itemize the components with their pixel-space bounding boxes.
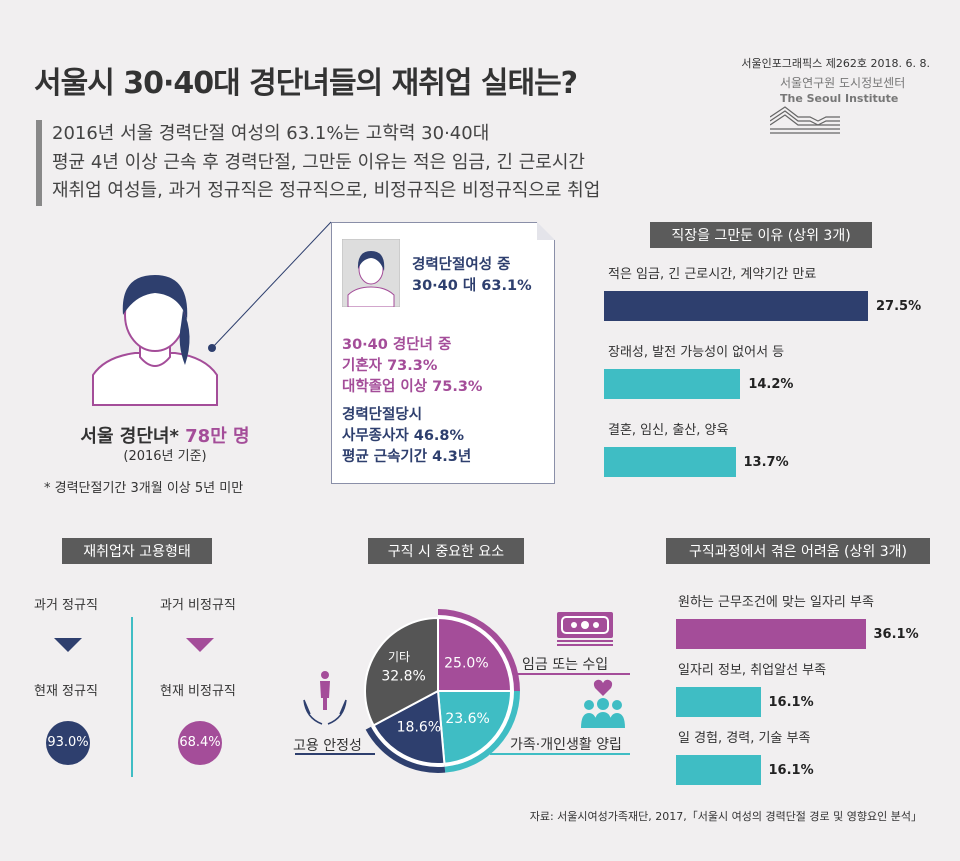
bar-value: 36.1%: [873, 627, 919, 642]
card-line: 대학졸업 이상 75.3%: [342, 379, 483, 395]
pie-value-label: 18.6%: [397, 719, 441, 735]
pie-slice: [437, 616, 513, 692]
org-name: 서울연구원 도시정보센터 The Seoul Institute: [780, 76, 905, 106]
card-line: 경력단절여성 중: [412, 257, 511, 273]
seoul-institute-logo: [770, 106, 840, 134]
summary-line: 평균 4년 이상 근속 후 경력단절, 그만둔 이유는 적은 임금, 긴 근로시…: [52, 151, 585, 173]
pie-slice: [364, 616, 439, 727]
overview-count: 78만 명: [185, 426, 250, 447]
past-regular-label: 과거 정규직: [34, 598, 98, 613]
org-en: The Seoul Institute: [780, 92, 899, 105]
summary-line: 재취업 여성들, 과거 정규직은 정규직으로, 비정규직은 비정규직으로 취업: [52, 180, 601, 201]
issue-info: 서울인포그래픽스 제262호 2018. 6. 8.: [741, 57, 930, 70]
pie-value-label: 32.8%: [381, 668, 425, 684]
difficulties-title: 구직과정에서 겪은 어려움 (상위 3개): [666, 538, 930, 564]
overview-label: 서울 경단녀* 78만 명: [60, 422, 270, 448]
bar: [604, 369, 741, 399]
factors-title: 구직 시 중요한 요소: [368, 538, 524, 564]
card-line: 기혼자 73.3%: [342, 358, 438, 374]
card-line: 30·40 대 63.1%: [412, 278, 532, 294]
folded-corner: [537, 222, 555, 240]
card-line: 경력단절당시: [342, 407, 423, 423]
footnote: * 경력단절기간 3개월 이상 5년 미만: [44, 481, 244, 496]
card-line: 평균 근속기간 4.3년: [342, 449, 472, 465]
down-arrow-icon: [186, 638, 214, 652]
summary-line: 2016년 서울 경력단절 여성의 63.1%는 고학력 30·40대: [52, 123, 490, 144]
card-line: 30·40 경단녀 중: [342, 337, 452, 353]
hands-protect-person-icon: [303, 671, 347, 725]
woman-icon: [92, 275, 218, 406]
pie-value-label: 25.0%: [444, 656, 488, 672]
card-line: 사무종사자 46.8%: [342, 428, 465, 444]
bar: [676, 687, 761, 717]
bar: [676, 755, 761, 785]
pie-label-family: 가족·개인생활 양립: [510, 737, 622, 753]
now-regular-label: 현재 정규직: [34, 684, 98, 699]
bar: [604, 291, 868, 321]
org-kr: 서울연구원 도시정보센터: [780, 76, 906, 90]
divider: [131, 617, 133, 777]
bar-value: 14.2%: [748, 377, 794, 392]
pie-slice: [372, 689, 446, 765]
nonregular-pct-badge: 68.4%: [178, 721, 222, 765]
bar-value: 27.5%: [876, 299, 922, 314]
pie-label-wage: 임금 또는 수입: [522, 657, 609, 673]
pie-slice: [436, 690, 513, 765]
bar-value: 16.1%: [768, 763, 814, 778]
bar-value: 13.7%: [743, 455, 789, 470]
bar: [604, 447, 736, 477]
now-nonregular-label: 현재 비정규직: [160, 684, 236, 699]
bar: [676, 619, 866, 649]
money-icon: [557, 612, 613, 646]
bar-label: 일자리 정보, 취업알선 부족: [678, 663, 827, 678]
pie-label-other: 기타: [388, 650, 411, 664]
bar-label: 결혼, 임신, 출산, 양육: [608, 423, 729, 438]
quit-reasons-title: 직장을 그만둔 이유 (상위 3개): [650, 222, 872, 248]
woman-portrait-icon: [342, 239, 400, 307]
overview-title: 서울 경단녀*: [80, 426, 179, 447]
source: 자료: 서울시여성가족재단, 2017,「서울시 여성의 경력단절 경로 및 영…: [529, 810, 922, 823]
pie-value-label: 23.6%: [445, 711, 489, 727]
bar-label: 일 경험, 경력, 기술 부족: [678, 731, 811, 746]
bar-label: 적은 임금, 긴 근로시간, 계약기간 만료: [608, 267, 817, 282]
bar-label: 원하는 근무조건에 맞는 일자리 부족: [678, 595, 874, 610]
overview-basis: (2016년 기준): [123, 449, 207, 464]
pie-label-stability: 고용 안정성: [293, 738, 362, 754]
down-arrow-icon: [54, 638, 82, 652]
bar-value: 16.1%: [768, 695, 814, 710]
past-nonregular-label: 과거 비정규직: [160, 598, 236, 613]
employment-title: 재취업자 고용형태: [62, 538, 212, 564]
page-title: 서울시 30·40대 경단녀들의 재취업 실태는?: [34, 66, 578, 101]
family-heart-icon: [581, 679, 625, 728]
summary: 2016년 서울 경력단절 여성의 63.1%는 고학력 30·40대 평균 4…: [36, 120, 600, 206]
regular-pct-badge: 93.0%: [46, 721, 90, 765]
bar-label: 장래성, 발전 가능성이 없어서 등: [608, 345, 785, 360]
